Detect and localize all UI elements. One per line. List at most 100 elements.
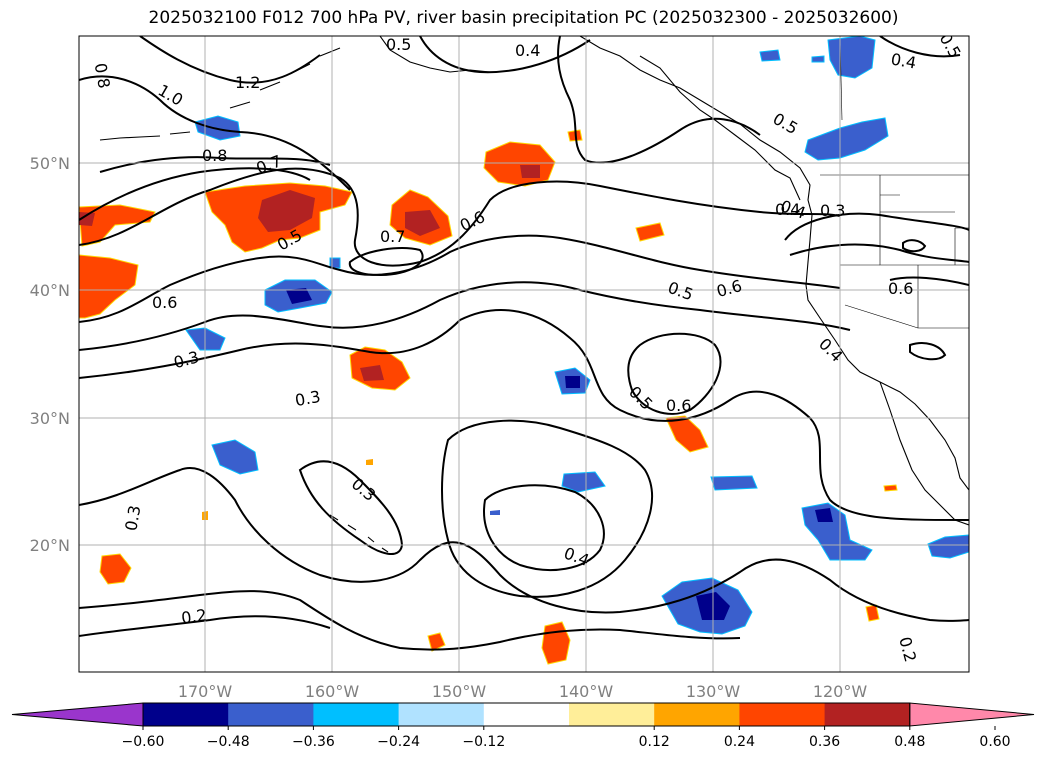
precip-blob-core xyxy=(520,165,540,178)
precip-blob-core xyxy=(286,288,312,304)
colorbar-segment xyxy=(739,703,826,726)
pv-contour xyxy=(909,342,947,361)
longitude-labels: 170°W 160°W 150°W 140°W 130°W 120°W xyxy=(178,682,868,701)
contour-label: 0.3 xyxy=(121,504,144,532)
precip-blob xyxy=(79,254,139,319)
contour-label: 0.8 xyxy=(91,62,114,90)
precip-blob xyxy=(490,510,500,515)
colorbar-segment xyxy=(654,703,740,726)
colorbar-tick-label: 0.36 xyxy=(809,734,840,750)
pv-contour xyxy=(902,239,927,253)
colorbar-segment xyxy=(143,703,229,726)
precip-blob-core xyxy=(565,376,580,388)
precip-blob xyxy=(427,632,446,652)
contour-label: 0.6 xyxy=(666,396,691,415)
alaska-coast xyxy=(579,36,813,216)
colorbar-segment xyxy=(398,703,485,726)
pv-contour xyxy=(139,36,321,84)
contour-label: 0.8 xyxy=(202,146,227,165)
precip-negative-areas xyxy=(185,36,969,635)
colorbar-extend-high xyxy=(909,702,1035,727)
precip-blob xyxy=(804,117,889,161)
hawaii-islands xyxy=(329,514,389,553)
contour-label: 0.6 xyxy=(888,279,913,298)
pv-contour xyxy=(79,590,741,651)
pv-contour xyxy=(483,484,605,571)
precip-blob xyxy=(561,471,606,493)
contour-label: 0.3 xyxy=(294,387,322,410)
pv-contour xyxy=(79,615,331,637)
pv-contour xyxy=(79,167,311,221)
pv-contour xyxy=(789,243,969,263)
precip-blob-core xyxy=(360,365,384,381)
contour-label: 0.5 xyxy=(386,35,411,54)
colorbar-segment xyxy=(569,703,655,726)
pv-contour xyxy=(79,309,969,521)
precip-blob xyxy=(211,439,259,475)
precip-blob-core xyxy=(815,508,833,522)
pv-contour xyxy=(79,467,969,622)
contour-label: 0.7 xyxy=(380,227,405,246)
colorbar-tick-label: 0.60 xyxy=(979,734,1010,750)
us-west-coast xyxy=(805,214,969,491)
colorbar-tick-label: −0.12 xyxy=(462,734,505,750)
colorbar-segment xyxy=(313,703,400,726)
contour-label: 0.3 xyxy=(820,201,845,220)
colorbar-tick-label: 0.24 xyxy=(724,734,755,750)
coastlines xyxy=(99,36,969,553)
precip-blob-core xyxy=(79,212,95,226)
pv-contour xyxy=(784,212,969,241)
contour-label: 0.4 xyxy=(515,41,540,60)
colorbar-tick-label: 0.48 xyxy=(894,734,925,750)
precip-blob xyxy=(759,49,781,62)
contour-label: 0.6 xyxy=(152,293,177,312)
lon-label-150w: 150°W xyxy=(432,682,487,701)
precip-blob xyxy=(366,459,373,465)
pv-contour xyxy=(879,36,961,58)
map-title: 2025032100 F012 700 hPa PV, river basin … xyxy=(148,8,899,28)
precip-blob xyxy=(710,475,758,491)
bc-coast xyxy=(639,55,801,201)
contour-label: 0.2 xyxy=(180,605,208,627)
pv-contour xyxy=(889,276,969,286)
pv-contour xyxy=(557,36,761,164)
precip-blob xyxy=(665,415,709,453)
colorbar-tick-label: −0.48 xyxy=(207,734,250,750)
colorbar-segment xyxy=(824,703,911,726)
lat-label-20n: 20°N xyxy=(30,536,70,555)
colorbar: −0.60 −0.48 −0.36 −0.24 −0.12 0.12 0.24 0.36 0.4… xyxy=(11,702,1035,750)
colorbar-tick-label: 0.12 xyxy=(639,734,670,750)
colorbar-extend-low xyxy=(11,702,144,727)
contour-label: 0.4 xyxy=(889,49,917,72)
aleutian-islands xyxy=(99,47,341,141)
pv-contour xyxy=(627,332,722,415)
precip-blob xyxy=(635,222,665,242)
lon-label-160w: 160°W xyxy=(305,682,360,701)
contour-label: 0.4 xyxy=(775,200,800,219)
contour-label: 1.2 xyxy=(235,73,260,92)
colorbar-frame xyxy=(142,702,911,727)
precip-blob xyxy=(99,553,132,585)
lon-label-170w: 170°W xyxy=(178,682,233,701)
colorbar-segment xyxy=(483,703,570,726)
pv-contour xyxy=(419,36,591,74)
precip-blob xyxy=(811,55,825,63)
latitude-labels: 20°N 30°N 40°N 50°N xyxy=(30,154,70,555)
lon-label-130w: 130°W xyxy=(686,682,741,701)
pv-contour xyxy=(79,234,841,323)
lat-label-30n: 30°N xyxy=(30,409,70,428)
state-border xyxy=(840,264,919,329)
precip-blob xyxy=(883,484,898,492)
colorbar-tick-label: −0.36 xyxy=(292,734,335,750)
lon-label-140w: 140°W xyxy=(559,682,614,701)
lat-label-40n: 40°N xyxy=(30,281,70,300)
precip-blob xyxy=(79,204,156,247)
lon-label-120w: 120°W xyxy=(813,682,868,701)
plot-frame xyxy=(78,35,970,673)
gridlines xyxy=(79,36,969,672)
precip-blob-core xyxy=(258,190,315,232)
colorbar-segment xyxy=(228,703,314,726)
baja-coast xyxy=(879,381,969,526)
precip-blob-core xyxy=(405,210,440,236)
